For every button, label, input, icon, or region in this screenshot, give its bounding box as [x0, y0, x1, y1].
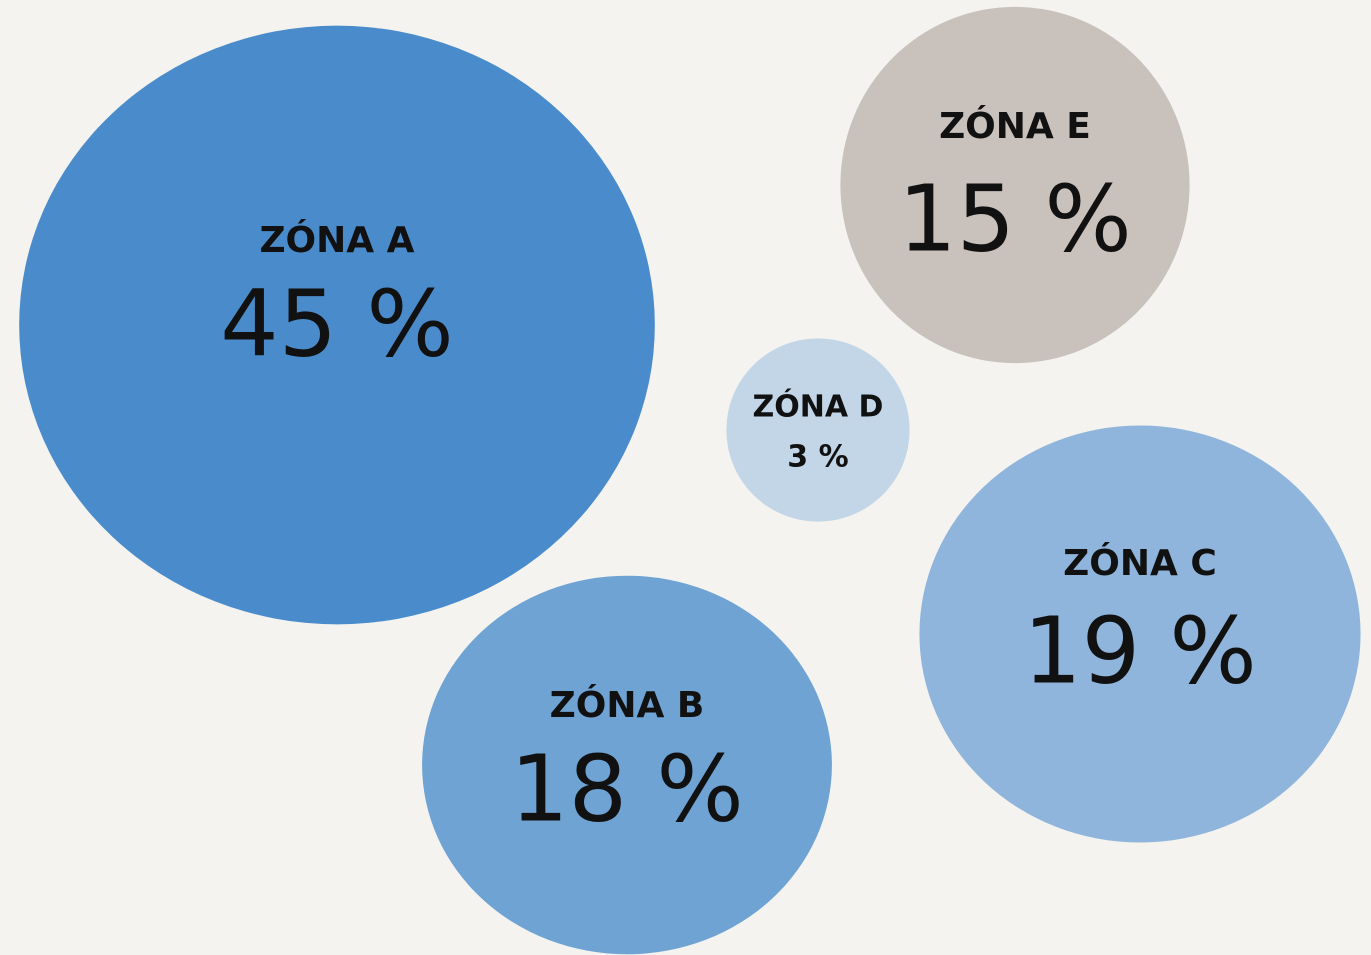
- bubble: [726, 338, 910, 522]
- bubble: [919, 425, 1361, 843]
- bubble: [19, 25, 655, 625]
- bubble-label: ZÓNA C: [1063, 542, 1217, 584]
- bubble-value: 18 %: [510, 735, 744, 842]
- bubble-value: 15 %: [898, 165, 1132, 272]
- bubble-value: 45 %: [220, 270, 454, 377]
- bubble-value: 19 %: [1023, 597, 1257, 704]
- bubble-label: ZÓNA D: [753, 388, 884, 425]
- bubble-value: 3 %: [787, 440, 848, 475]
- bubble-label: ZÓNA E: [939, 105, 1091, 147]
- bubble: [422, 575, 832, 955]
- bubble-label: ZÓNA B: [550, 684, 705, 726]
- bubble-label: ZÓNA A: [259, 219, 414, 261]
- bubble: [840, 6, 1190, 364]
